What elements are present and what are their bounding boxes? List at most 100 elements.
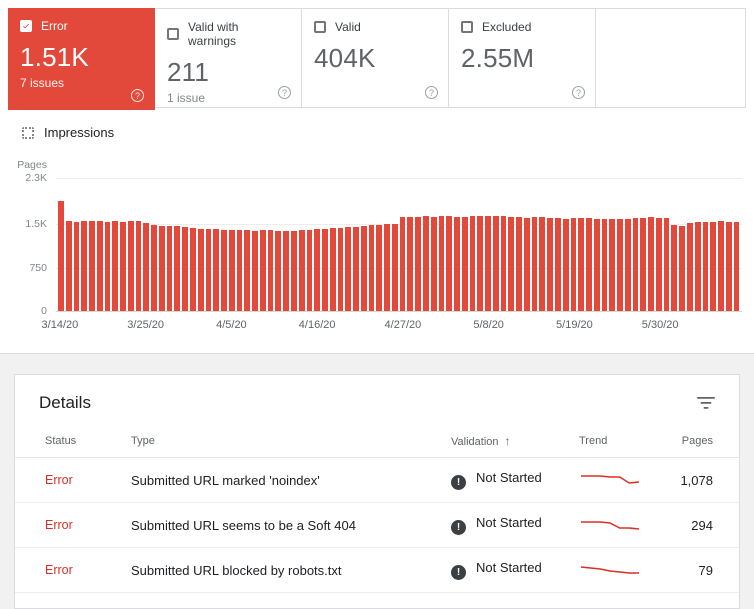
status-card-error[interactable]: Error 1.51K 7 issues ? (8, 8, 155, 110)
chart-bar[interactable] (213, 229, 220, 311)
help-icon[interactable]: ? (572, 86, 585, 99)
chart-bar[interactable] (617, 219, 623, 311)
chart-bar[interactable] (190, 228, 196, 311)
chart-bar[interactable] (259, 230, 266, 311)
chart-bar[interactable] (430, 216, 437, 311)
chart-bar[interactable] (205, 229, 212, 311)
chart-bar[interactable] (523, 217, 530, 311)
impressions-checkbox[interactable] (22, 126, 34, 139)
chart-bar[interactable] (547, 217, 553, 311)
chart-bar[interactable] (283, 230, 289, 311)
chart-bar[interactable] (648, 217, 654, 311)
chart-bar[interactable] (578, 218, 585, 311)
chart-bar[interactable] (438, 216, 445, 311)
chart-bar[interactable] (228, 230, 235, 311)
chart-bar[interactable] (531, 217, 538, 311)
chart-bar[interactable] (562, 218, 569, 311)
chart-bar[interactable] (236, 230, 243, 311)
chart-bar[interactable] (725, 221, 732, 311)
chart-bar[interactable] (555, 218, 561, 311)
chart-bar[interactable] (298, 230, 305, 311)
chart-bar[interactable] (609, 219, 616, 311)
chart-bar[interactable] (492, 216, 499, 311)
chart-bar[interactable] (275, 230, 282, 311)
chart-bar[interactable] (640, 217, 647, 311)
chart-bar[interactable] (461, 217, 468, 311)
help-icon[interactable]: ? (425, 86, 438, 99)
chart-bar[interactable] (718, 221, 724, 311)
chart-bar[interactable] (337, 227, 344, 311)
chart-bar[interactable] (415, 217, 421, 311)
chart-bar[interactable] (96, 221, 103, 311)
chart-bar[interactable] (112, 221, 119, 311)
chart-bar[interactable] (104, 221, 111, 311)
column-header-status[interactable]: Status (15, 425, 123, 458)
chart-bar[interactable] (81, 220, 88, 311)
chart-bar[interactable] (174, 226, 181, 311)
chart-bar[interactable] (322, 228, 328, 311)
chart-bar[interactable] (446, 216, 453, 311)
chart-bar[interactable] (710, 221, 717, 311)
status-card-excluded[interactable]: Excluded 2.55M ? (449, 9, 596, 107)
excluded-checkbox[interactable] (461, 21, 473, 33)
chart-bar[interactable] (508, 216, 515, 311)
chart-bar[interactable] (516, 217, 522, 311)
chart-bar[interactable] (454, 216, 460, 311)
chart-bar[interactable] (306, 230, 313, 311)
chart-bar[interactable] (384, 224, 390, 311)
chart-bar[interactable] (376, 224, 383, 311)
chart-bar[interactable] (655, 217, 662, 311)
chart-bar[interactable] (197, 228, 204, 311)
chart-bar[interactable] (58, 201, 64, 311)
chart-bar[interactable] (182, 226, 189, 311)
column-header-trend[interactable]: Trend (571, 425, 663, 458)
chart-bar[interactable] (671, 225, 678, 311)
chart-bar[interactable] (368, 225, 375, 311)
chart-bar[interactable] (702, 222, 709, 311)
details-table-row[interactable]: Error Submitted URL seems to be a Soft 40… (15, 502, 739, 548)
chart-bar[interactable] (329, 228, 336, 311)
chart-bar[interactable] (399, 217, 406, 311)
chart-bar[interactable] (679, 226, 686, 311)
chart-bar[interactable] (593, 218, 600, 311)
help-icon[interactable]: ? (131, 89, 144, 102)
chart-bar[interactable] (120, 221, 126, 311)
chart-bar[interactable] (345, 227, 352, 311)
column-header-validation[interactable]: Validation ↑ (443, 425, 571, 458)
chart-bar[interactable] (663, 218, 670, 311)
details-table-row[interactable]: Error Submitted URL blocked by robots.txt… (15, 547, 739, 593)
chart-bar[interactable] (143, 222, 150, 311)
chart-bar[interactable] (135, 221, 142, 311)
chart-bar[interactable] (469, 216, 476, 311)
chart-bar[interactable] (89, 221, 95, 311)
valid-checkbox[interactable] (314, 21, 326, 33)
chart-bar[interactable] (151, 225, 157, 311)
chart-bar[interactable] (221, 229, 227, 311)
chart-bar[interactable] (570, 218, 577, 311)
chart-bar[interactable] (166, 226, 173, 311)
chart-bar[interactable] (127, 221, 134, 311)
chart-bar[interactable] (314, 229, 321, 311)
chart-bar[interactable] (733, 221, 740, 311)
chart-bar[interactable] (391, 223, 398, 311)
help-icon[interactable]: ? (278, 86, 291, 99)
status-card-valid[interactable]: Valid 404K ? (302, 9, 449, 107)
chart-bar[interactable] (624, 218, 631, 311)
chart-bar[interactable] (485, 215, 491, 311)
filter-icon[interactable] (695, 394, 717, 412)
column-header-type[interactable]: Type (123, 425, 443, 458)
chart-bar[interactable] (539, 217, 546, 311)
chart-bar[interactable] (500, 216, 507, 311)
status-card-valid-with-warnings[interactable]: Valid with warnings 211 1 issue ? (155, 9, 302, 107)
chart-bar[interactable] (601, 219, 608, 311)
chart-bar[interactable] (586, 218, 592, 311)
column-header-pages[interactable]: Pages (663, 425, 739, 458)
chart-bar[interactable] (244, 230, 251, 311)
chart-bar[interactable] (687, 222, 693, 311)
chart-bar[interactable] (267, 230, 274, 311)
chart-bar[interactable] (290, 230, 297, 311)
chart-bar[interactable] (73, 221, 80, 311)
chart-bar[interactable] (360, 226, 367, 311)
chart-bar[interactable] (252, 230, 258, 311)
chart-bar[interactable] (65, 220, 72, 311)
